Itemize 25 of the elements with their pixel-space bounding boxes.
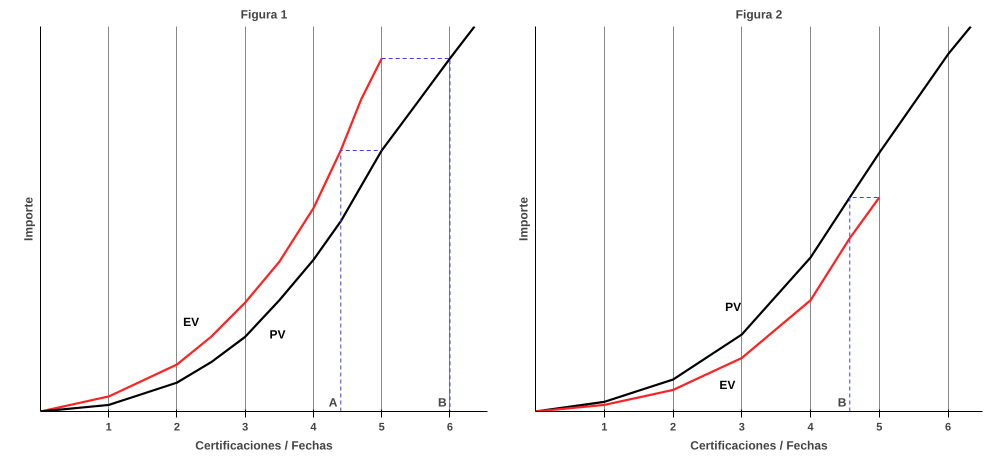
series-label: PV: [725, 300, 742, 314]
x-tick-label: 5: [378, 422, 385, 434]
x-axis-title: Certificaciones / Fechas: [690, 438, 828, 452]
x-tick-label: 6: [945, 422, 952, 434]
chart-title: Figura 2: [736, 8, 783, 22]
x-tick-label: 2: [670, 422, 676, 434]
x-tick-label: 6: [446, 422, 454, 434]
annotation: B: [438, 396, 447, 410]
x-tick-label: 5: [876, 422, 882, 434]
x-tick-label: 3: [738, 422, 745, 434]
annotation: B: [838, 396, 847, 410]
series-label: EV: [183, 314, 200, 329]
series-label: EV: [719, 378, 736, 392]
y-axis-title: Importe: [22, 196, 36, 241]
x-tick-label: 3: [242, 422, 248, 434]
series-label: PV: [270, 328, 286, 342]
x-axis-title: Certificaciones / Fechas: [195, 438, 334, 452]
x-tick-label: 1: [106, 422, 112, 434]
annotation: A: [328, 396, 338, 410]
chart-title: Figura 1: [240, 8, 288, 22]
x-tick-label: 2: [174, 422, 180, 434]
y-axis-title: Importe: [516, 196, 530, 241]
x-tick-label: 1: [601, 422, 608, 434]
x-tick-label: 4: [808, 422, 815, 434]
x-tick-label: 4: [310, 422, 318, 434]
